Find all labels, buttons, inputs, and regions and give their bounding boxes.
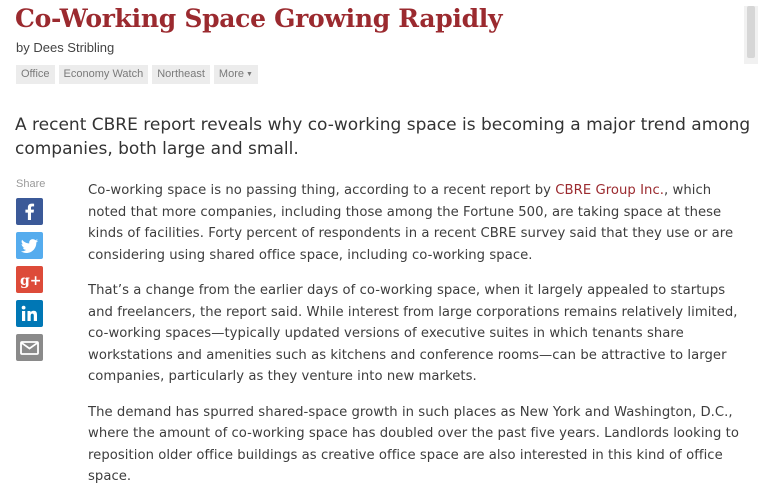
paragraph-1: Co-working space is no passing thing, ac… [88, 183, 734, 263]
tag-list: Office Economy Watch Northeast More ▼ [16, 65, 258, 84]
tag-office[interactable]: Office [16, 65, 55, 84]
email-share-button[interactable] [16, 334, 43, 361]
scrollbar-thumb[interactable] [747, 6, 755, 58]
email-icon [20, 341, 39, 355]
byline: by Dees Stribling [16, 40, 115, 55]
share-label: Share [16, 178, 46, 190]
chevron-down-icon: ▼ [245, 71, 253, 78]
linkedin-icon [21, 305, 37, 321]
article-body: Co-working space is no passing thing, ac… [88, 180, 753, 502]
linkedin-share-button[interactable] [16, 300, 43, 327]
tag-economy-watch[interactable]: Economy Watch [58, 65, 149, 84]
article-title: Co-Working Space Growing Rapidly [15, 4, 503, 33]
twitter-icon [20, 239, 38, 253]
scrollbar[interactable] [744, 6, 758, 64]
svg-text:g+: g+ [20, 273, 42, 289]
paragraph-3: The demand has spurred shared-space grow… [88, 404, 739, 485]
more-tags-button[interactable]: More ▼ [213, 65, 258, 84]
tag-northeast[interactable]: Northeast [152, 65, 210, 84]
google-plus-icon: g+ [20, 273, 42, 289]
article-lede: A recent CBRE report reveals why co-work… [15, 115, 751, 159]
twitter-share-button[interactable] [16, 232, 43, 259]
cbre-group-link[interactable]: CBRE Group Inc. [555, 183, 664, 198]
google-plus-share-button[interactable]: g+ [16, 266, 43, 293]
facebook-share-button[interactable] [16, 198, 43, 225]
paragraph-2: That’s a change from the earlier days of… [88, 283, 738, 384]
more-tags-label: More [218, 68, 244, 80]
facebook-icon [25, 203, 35, 220]
